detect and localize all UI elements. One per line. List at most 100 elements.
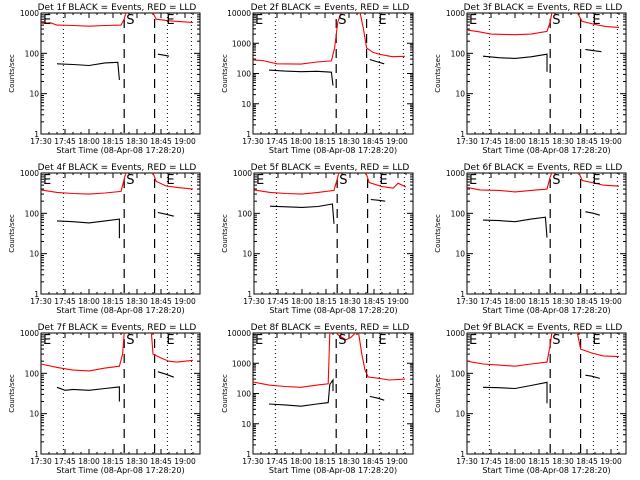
x-tick-label: 18:15 xyxy=(102,297,124,306)
marker-label-e-right: E xyxy=(592,333,600,348)
y-tick-label: 1 xyxy=(246,130,251,139)
y-tick-label: 100 xyxy=(25,49,40,58)
x-tick-label: 18:45 xyxy=(150,297,172,306)
y-tick-label: 100 xyxy=(451,49,466,58)
panel-title: Det 8f BLACK = Events, RED = LLD xyxy=(251,323,410,333)
x-tick-label: 17:30 xyxy=(456,297,478,306)
series-events-line xyxy=(56,218,120,239)
y-axis-label: Counts/sec xyxy=(8,54,16,93)
y-tick-label: 10 xyxy=(29,250,39,259)
y-axis-label: Counts/sec xyxy=(221,214,229,253)
series-events-line xyxy=(482,53,548,72)
y-tick-label: 10000 xyxy=(227,329,251,338)
x-tick-label: 18:15 xyxy=(528,457,550,466)
x-tick-label: 17:45 xyxy=(480,297,502,306)
series-events-line xyxy=(369,395,385,401)
x-tick-label: 19:00 xyxy=(174,457,196,466)
y-tick-label: 1000 xyxy=(232,39,251,48)
y-tick-label: 100 xyxy=(237,390,252,399)
marker-label-e-right: E xyxy=(166,13,174,28)
series-lld-line xyxy=(40,12,127,27)
x-axis-label: Start Time (08-Apr-08 17:28:20) xyxy=(269,466,397,475)
series-events-line xyxy=(482,216,548,238)
y-tick-label: 1 xyxy=(34,130,39,139)
y-tick-label: 10 xyxy=(242,250,252,259)
panel-title: Det 6f BLACK = Events, RED = LLD xyxy=(464,163,623,173)
plot-frame xyxy=(252,12,414,135)
series-events-line xyxy=(157,371,174,378)
y-tick-label: 10 xyxy=(29,90,39,99)
x-tick-label: 18:30 xyxy=(338,457,360,466)
x-tick-label: 18:15 xyxy=(315,297,337,306)
marker-label-s: S xyxy=(338,13,346,28)
panel-title: Det 2f BLACK = Events, RED = LLD xyxy=(251,3,410,13)
x-tick-label: 18:15 xyxy=(314,457,336,466)
series-events-line xyxy=(370,198,386,202)
marker-label-s: S xyxy=(552,13,560,28)
x-tick-label: 17:45 xyxy=(54,297,76,306)
x-axis-label: Start Time (08-Apr-08 17:28:20) xyxy=(269,306,397,315)
x-tick-label: 19:00 xyxy=(600,297,622,306)
series-lld-line xyxy=(152,172,194,190)
panel-title: Det 3f BLACK = Events, RED = LLD xyxy=(464,3,623,13)
y-tick-label: 100 xyxy=(25,369,40,378)
marker-label-s: S xyxy=(552,333,560,348)
x-tick-label: 17:45 xyxy=(480,457,502,466)
x-tick-label: 18:30 xyxy=(126,137,148,146)
series-lld-line xyxy=(578,172,620,187)
x-tick-label: 18:00 xyxy=(78,137,100,146)
series-events-line xyxy=(585,374,600,379)
series-lld-line xyxy=(466,332,553,367)
x-tick-label: 17:45 xyxy=(54,137,76,146)
series-events-line xyxy=(269,203,335,224)
series-lld-line xyxy=(576,12,620,28)
series-events-line xyxy=(56,386,120,402)
x-tick-label: 18:15 xyxy=(102,137,124,146)
x-tick-label: 17:30 xyxy=(30,137,52,146)
y-axis-label: Counts/sec xyxy=(434,54,442,93)
y-axis-label: Counts/sec xyxy=(434,214,442,253)
marker-label-s: S xyxy=(339,173,347,188)
x-tick-label: 17:30 xyxy=(30,297,52,306)
y-tick-label: 1 xyxy=(460,290,465,299)
panel-title: Det 4f BLACK = Events, RED = LLD xyxy=(38,163,197,173)
panel-1: Det 1f BLACK = Events, RED = LLD 1 10 100 10… xyxy=(8,3,201,155)
panel-title: Det 7f BLACK = Events, RED = LLD xyxy=(38,323,197,333)
x-tick-label: 18:30 xyxy=(126,457,148,466)
y-tick-label: 1000 xyxy=(20,169,39,178)
series-events-line xyxy=(56,61,120,80)
panel-title: Det 1f BLACK = Events, RED = LLD xyxy=(38,3,197,13)
series-events-line xyxy=(482,381,548,404)
panel-2: Det 2f BLACK = Events, RED = LLD 1 10 100 10… xyxy=(221,3,414,155)
x-axis-label: Start Time (08-Apr-08 17:28:20) xyxy=(56,306,184,315)
x-tick-label: 18:15 xyxy=(314,137,336,146)
marker-label-e-right: E xyxy=(592,13,600,28)
y-tick-label: 10000 xyxy=(227,9,251,18)
x-tick-label: 19:00 xyxy=(387,297,409,306)
x-tick-label: 18:00 xyxy=(78,297,100,306)
series-lld-line xyxy=(40,332,125,372)
x-tick-label: 18:00 xyxy=(78,457,100,466)
x-tick-label: 18:45 xyxy=(363,297,385,306)
x-tick-label: 18:45 xyxy=(576,137,598,146)
series-lld-line xyxy=(365,172,407,189)
y-tick-label: 100 xyxy=(25,209,40,218)
y-tick-label: 10 xyxy=(29,410,39,419)
x-tick-label: 18:00 xyxy=(504,297,526,306)
plot-frame xyxy=(252,332,414,455)
x-axis-label: Start Time (08-Apr-08 17:28:20) xyxy=(56,146,184,155)
y-tick-label: 1 xyxy=(460,450,465,459)
y-tick-label: 1000 xyxy=(232,359,251,368)
y-tick-label: 1000 xyxy=(20,329,39,338)
marker-label-e-left: E xyxy=(469,173,477,188)
y-axis-label: Counts/sec xyxy=(8,374,16,413)
x-tick-label: 18:00 xyxy=(291,297,313,306)
series-lld-line xyxy=(359,12,406,58)
y-tick-label: 1 xyxy=(247,290,252,299)
marker-label-s: S xyxy=(338,333,346,348)
y-tick-label: 1000 xyxy=(446,9,465,18)
panel-4: Det 4f BLACK = Events, RED = LLD 1 10 100 10… xyxy=(8,163,201,315)
x-tick-label: 17:30 xyxy=(242,457,264,466)
marker-label-s: S xyxy=(126,173,134,188)
series-lld-line xyxy=(358,332,406,381)
